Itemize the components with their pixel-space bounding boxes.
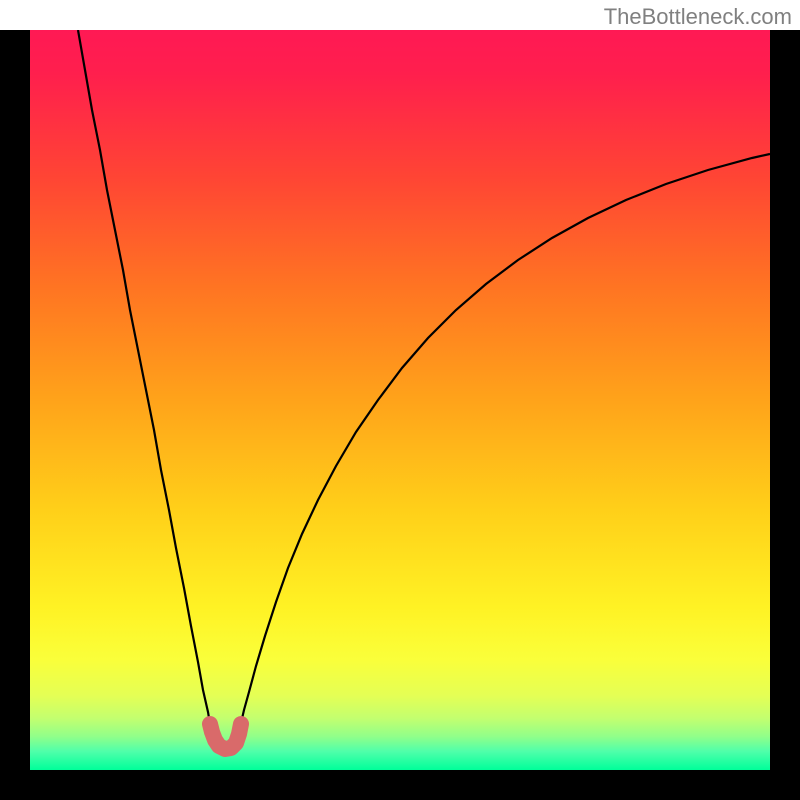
frame-right (770, 30, 800, 800)
chart-container: TheBottleneck.com (0, 0, 800, 800)
curve-right (239, 154, 770, 732)
watermark-text: TheBottleneck.com (604, 4, 792, 30)
valley-marker (210, 724, 241, 749)
plot-area (30, 30, 770, 770)
frame-left (0, 30, 30, 800)
curves-layer (30, 30, 770, 770)
curve-left (78, 30, 212, 732)
frame-bottom (0, 770, 800, 800)
